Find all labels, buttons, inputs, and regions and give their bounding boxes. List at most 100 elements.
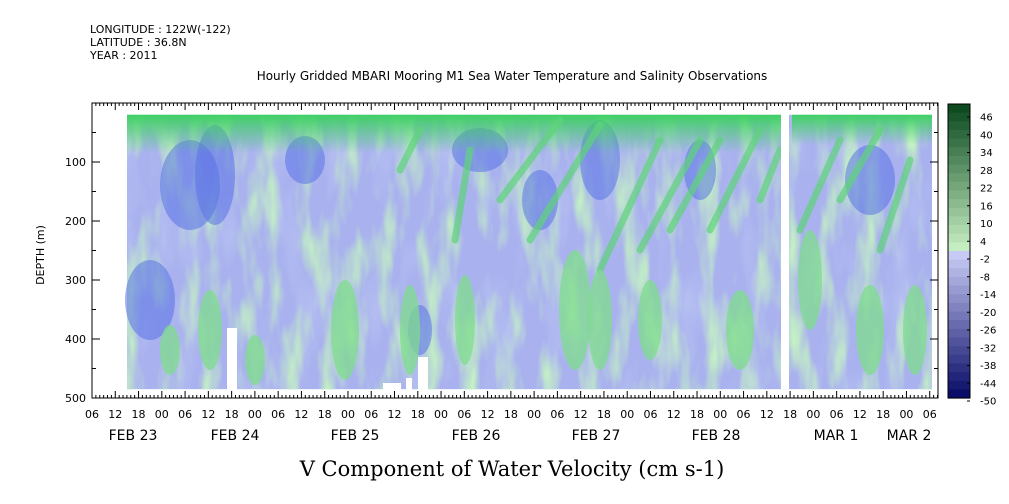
colorbar-swatch bbox=[948, 129, 970, 140]
colorbar-swatch bbox=[948, 337, 970, 347]
colorbar-label: -20 bbox=[980, 308, 996, 319]
positive-column bbox=[198, 290, 222, 370]
x-day-label: MAR 1 bbox=[814, 428, 859, 444]
velocity-heatmap bbox=[125, 103, 932, 391]
x-hour-label: 12 bbox=[667, 408, 681, 421]
positive-column bbox=[245, 335, 265, 385]
x-hour-label: 06 bbox=[457, 408, 471, 421]
colorbar-swatch bbox=[948, 354, 970, 365]
y-tick-label: 300 bbox=[65, 274, 86, 287]
x-hour-label: 18 bbox=[783, 408, 797, 421]
y-tick-label: 400 bbox=[65, 333, 86, 346]
colorbar-swatch bbox=[948, 311, 970, 321]
chart-title: Hourly Gridded MBARI Mooring M1 Sea Wate… bbox=[257, 69, 768, 83]
x-hour-label: 00 bbox=[155, 408, 169, 421]
x-hour-label: 12 bbox=[574, 408, 588, 421]
positive-streak bbox=[396, 126, 424, 174]
y-tick-label: 200 bbox=[65, 215, 86, 228]
colorbar-swatch bbox=[948, 233, 970, 243]
colorbar-label: -8 bbox=[980, 272, 990, 283]
positive-column bbox=[588, 270, 612, 370]
colorbar-swatch bbox=[948, 372, 970, 382]
colorbar-swatch bbox=[948, 363, 970, 373]
colorbar-swatch bbox=[948, 276, 970, 287]
x-hour-label: 06 bbox=[271, 408, 285, 421]
colorbar-label: -14 bbox=[980, 290, 996, 301]
positive-streak bbox=[666, 136, 724, 234]
positive-streak bbox=[496, 116, 564, 204]
colorbar-swatch bbox=[948, 268, 970, 278]
positive-streak bbox=[756, 146, 784, 204]
data-gap-column bbox=[781, 103, 789, 390]
positive-column bbox=[903, 285, 927, 375]
bottom-data-gap bbox=[406, 378, 412, 390]
x-hour-label: 00 bbox=[620, 408, 634, 421]
positive-column bbox=[455, 275, 475, 365]
y-tick-label: 100 bbox=[65, 156, 86, 169]
year-label: YEAR : 2011 bbox=[90, 49, 158, 62]
x-day-label: FEB 27 bbox=[572, 428, 621, 444]
colorbar-swatch bbox=[948, 242, 970, 252]
colorbar-swatch bbox=[948, 225, 970, 235]
positive-column bbox=[856, 285, 884, 375]
colorbar-swatch bbox=[948, 302, 970, 313]
x-hour-label: 18 bbox=[132, 408, 146, 421]
x-hour-label: 12 bbox=[388, 408, 402, 421]
colorbar-label: 16 bbox=[980, 201, 993, 212]
x-day-label: MAR 2 bbox=[887, 428, 932, 444]
positive-streak bbox=[876, 156, 914, 254]
x-hour-label: 18 bbox=[225, 408, 239, 421]
colorbar-swatch bbox=[948, 380, 970, 390]
colorbar-label: 4 bbox=[980, 237, 986, 248]
colorbar-swatch bbox=[948, 346, 970, 356]
colorbar-label: -38 bbox=[980, 361, 996, 372]
colorbar-swatch bbox=[948, 389, 970, 399]
x-hour-label: 12 bbox=[108, 408, 122, 421]
x-hour-label: 06 bbox=[643, 408, 657, 421]
x-hour-label: 06 bbox=[737, 408, 751, 421]
colorbar-swatch bbox=[948, 164, 970, 174]
surface-positive-band bbox=[792, 114, 932, 145]
colorbar-swatch bbox=[948, 207, 970, 218]
x-hour-label: 00 bbox=[434, 408, 448, 421]
positive-column bbox=[798, 230, 822, 330]
x-hour-label: 00 bbox=[248, 408, 262, 421]
colorbar-swatch bbox=[948, 104, 970, 114]
x-hour-label: 06 bbox=[550, 408, 564, 421]
positive-column bbox=[400, 285, 420, 375]
colorbar-swatch bbox=[948, 216, 970, 226]
colorbar-label: 22 bbox=[980, 184, 993, 195]
x-hour-label: 18 bbox=[504, 408, 518, 421]
x-axis-ticks: 06 12 18 00 06 12 18 00 06 12 18 00 06 12 18 00 06 12 18 00… bbox=[85, 103, 938, 444]
colorbar-label: 10 bbox=[980, 219, 993, 230]
colorbar-swatch bbox=[948, 173, 970, 183]
colorbar-swatch bbox=[948, 285, 970, 295]
longitude-label: LONGITUDE : 122W(-122) bbox=[90, 23, 231, 36]
colorbar-label: -26 bbox=[980, 326, 996, 337]
colorbar-swatch bbox=[948, 251, 970, 261]
x-hour-label: 00 bbox=[899, 408, 913, 421]
colorbar-swatch bbox=[948, 320, 970, 330]
colorbar-swatch bbox=[948, 328, 970, 339]
positive-streak bbox=[526, 121, 604, 244]
bottom-data-gap bbox=[383, 383, 401, 391]
x-hour-label: 18 bbox=[876, 408, 890, 421]
bottom-data-gap bbox=[227, 328, 237, 390]
colorbar-label: -50 bbox=[980, 397, 996, 408]
x-day-label: FEB 25 bbox=[331, 428, 380, 444]
colorbar-swatch bbox=[948, 199, 970, 209]
x-hour-label: 06 bbox=[85, 408, 99, 421]
positive-streak bbox=[796, 136, 844, 234]
surface-positive-band bbox=[127, 114, 782, 153]
positive-column bbox=[726, 290, 754, 370]
x-axis-label: V Component of Water Velocity (cm s-1) bbox=[299, 457, 725, 481]
colorbar-swatch bbox=[948, 147, 970, 157]
colorbar-label: 34 bbox=[980, 148, 993, 159]
colorbar-swatch bbox=[948, 155, 970, 166]
positive-column bbox=[638, 280, 662, 360]
positive-streak bbox=[836, 126, 884, 204]
positive-streak bbox=[596, 136, 664, 274]
x-hour-label: 06 bbox=[830, 408, 844, 421]
colorbar-swatch bbox=[948, 112, 970, 122]
x-day-label: FEB 28 bbox=[692, 428, 741, 444]
